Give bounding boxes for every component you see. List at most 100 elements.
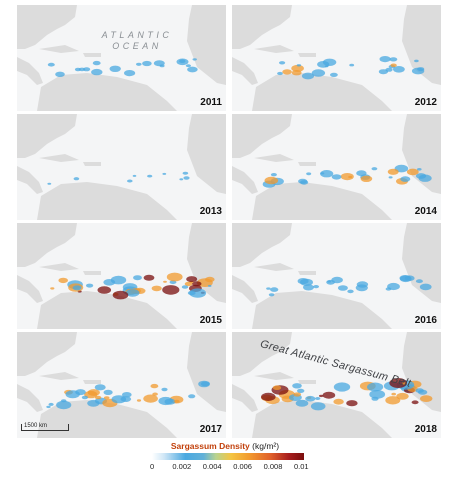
sargassum-bloom [315,397,321,400]
sargassum-bloom [47,182,52,185]
sargassum-bloom [417,67,425,72]
map-svg [232,223,441,329]
sargassum-bloom [75,389,86,396]
legend-tick: 0.008 [263,462,283,471]
sargassum-bloom [87,399,100,407]
year-label: 2011 [200,97,222,108]
map-panel-2014: 2014 [232,114,441,220]
sargassum-bloom [174,399,180,403]
ocean-label-line2: OCEAN [112,41,162,51]
scale-label: 1500 km [24,423,48,429]
sargassum-bloom [389,57,398,62]
legend-unit: (kg/m²) [252,441,280,451]
sargassum-bloom [348,175,353,179]
sargassum-bloom [291,64,304,72]
year-label: 2012 [414,97,437,108]
sargassum-bloom [311,69,326,77]
sargassum-bloom [266,287,271,290]
sargassum-bloom [346,400,358,407]
sargassum-bloom [356,170,367,177]
sargassum-bloom [261,392,276,401]
sargassum-bloom [58,277,68,284]
sargassum-bloom [192,281,202,287]
sargassum-bloom [110,275,127,285]
sargassum-bloom [179,178,184,181]
map-svg [17,332,226,438]
sargassum-bloom [268,293,275,297]
sargassum-bloom [91,68,103,76]
sargassum-bloom [282,69,292,75]
sargassum-bloom [47,62,55,67]
sargassum-bloom [313,285,319,289]
map-svg [232,114,441,220]
sargassum-bloom [109,65,121,72]
sargassum-bloom [182,171,189,175]
sargassum-bloom [279,61,286,65]
sargassum-bloom [122,392,132,398]
sargassum-bloom [379,56,391,63]
map-svg [17,5,226,111]
sargassum-bloom [143,394,158,403]
legend-tick: 0 [150,462,155,471]
sargassum-bloom [151,285,162,292]
sargassum-bloom [331,174,342,180]
year-label: 2018 [414,424,437,435]
legend-title: Sargassum Density (kg/m²) [0,441,450,451]
sargassum-bloom [292,383,302,389]
sargassum-bloom [84,390,98,399]
sargassum-bloom [188,394,196,399]
sargassum-bloom [164,398,176,405]
sargassum-bloom [333,382,351,392]
sargassum-bloom [305,395,316,402]
sargassum-bloom [150,383,159,389]
map-svg [232,5,441,111]
sargassum-bloom [185,64,191,68]
sargassum-bloom [111,395,127,404]
sargassum-bloom [347,289,354,294]
sargassum-bloom [360,175,373,182]
legend-tick: 0.006 [233,462,252,471]
sargassum-bloom [272,385,282,390]
sargassum-bloom [136,62,142,66]
sargassum-bloom [161,387,168,392]
sargassum-bloom [112,290,129,300]
sargassum-bloom [86,283,94,288]
sargassum-bloom [200,381,210,387]
sargassum-bloom [162,285,180,295]
sargassum-bloom [387,168,399,175]
sargassum-bloom [81,395,88,400]
sargassum-bloom [400,176,411,182]
sargassum-bloom [306,172,312,176]
map-panel-2015: 2015 [17,223,226,329]
sargassum-bloom [50,287,55,290]
map-panel-2017: 2017 [17,332,226,438]
sargassum-bloom [132,174,137,177]
legend-tick: 0.002 [172,462,192,471]
sargassum-bloom [417,168,422,171]
sargassum-bloom [418,174,432,182]
sargassum-bloom [181,285,189,289]
sargassum-bloom [322,391,336,399]
sargassum-bloom [396,392,409,400]
sargassum-bloom [385,396,401,405]
sargassum-bloom [391,392,396,396]
sargassum-bloom [163,280,167,283]
sargassum-bloom [48,402,54,406]
sargassum-bloom [369,390,386,399]
sargassum-bloom [270,287,279,292]
sargassum-bloom [94,384,106,391]
sargassum-bloom [322,58,337,66]
map-svg [232,332,441,438]
sargassum-bloom [192,58,197,61]
sargassum-bloom [393,66,405,73]
sargassum-bloom [414,59,419,63]
sargassum-bloom [73,177,80,181]
sargassum-bloom [419,283,432,291]
sargassum-bloom [340,173,354,181]
sargassum-bloom [187,290,196,296]
legend-tick: 0.004 [202,462,222,471]
sargassum-bloom [371,167,378,171]
sargassum-bloom [142,60,152,67]
sargassum-bloom [388,176,393,179]
map-panel-2011: 2011 [17,5,226,111]
